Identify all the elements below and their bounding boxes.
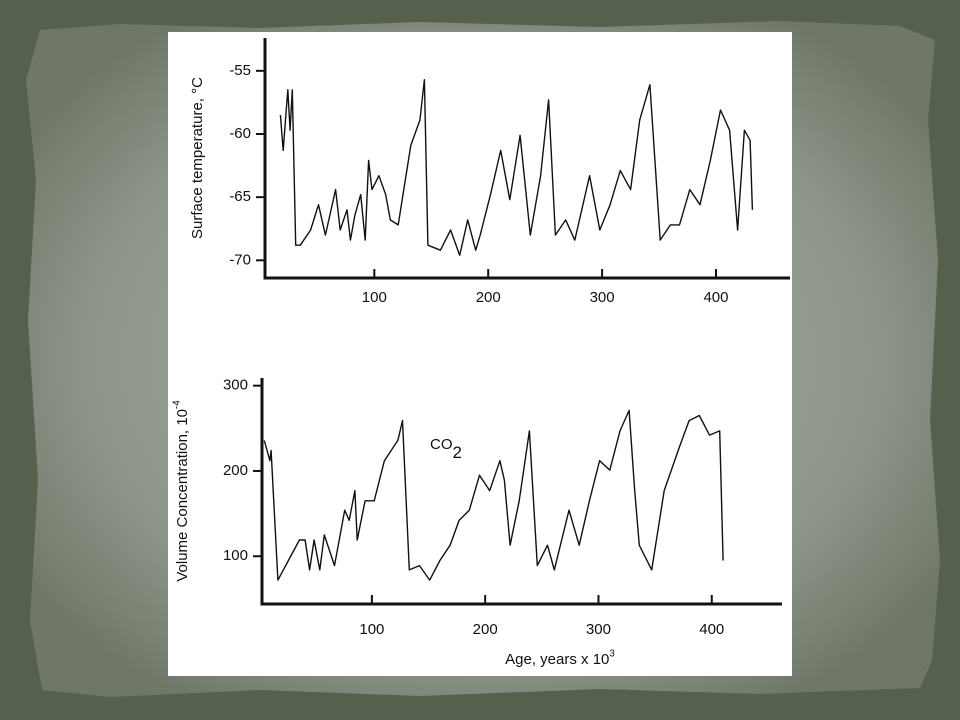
y-tick-label: 200	[223, 462, 248, 479]
label: Surface temperature, °C	[189, 77, 206, 239]
label-subscript: 2	[453, 444, 462, 463]
label: CO2	[430, 436, 462, 463]
y-tick-label: -55	[229, 62, 251, 79]
chart: -55 -60 -65 -70 100 200 300 400 Surface temperat…	[189, 38, 790, 306]
label-text: Volume Concentration, 10	[174, 409, 191, 582]
x-tick-label: 200	[473, 621, 498, 638]
label-superscript: -4	[171, 400, 182, 409]
y-tick-label: -70	[229, 251, 251, 268]
charts: -55 -60 -65 -70 100 200 300 400 Surface temperat…	[171, 38, 790, 668]
y-tick-label: -65	[229, 188, 251, 205]
data-line	[279, 79, 754, 256]
figure-panel	[168, 32, 792, 676]
x-tick-label: 100	[362, 289, 387, 306]
label-text: Age, years x 10	[505, 651, 609, 668]
y-tick-label: 100	[223, 547, 248, 564]
x-tick-label: 400	[699, 621, 724, 638]
label: Volume Concentration, 10-4	[171, 400, 191, 582]
data-line	[263, 409, 724, 581]
y-tick-label: 300	[223, 377, 248, 394]
x-tick-label: 300	[586, 621, 611, 638]
label: Age, years x 103	[505, 648, 615, 668]
x-tick-label: 100	[359, 621, 384, 638]
chart: 300 200 100 100 200 300 400 Volume Concentratio…	[171, 377, 782, 668]
x-tick-label: 400	[703, 289, 728, 306]
x-tick-label: 300	[590, 289, 615, 306]
y-tick-label: -60	[229, 125, 251, 142]
x-tick-label: 200	[476, 289, 501, 306]
label-text: CO	[430, 436, 453, 453]
label-superscript: 3	[609, 648, 614, 659]
